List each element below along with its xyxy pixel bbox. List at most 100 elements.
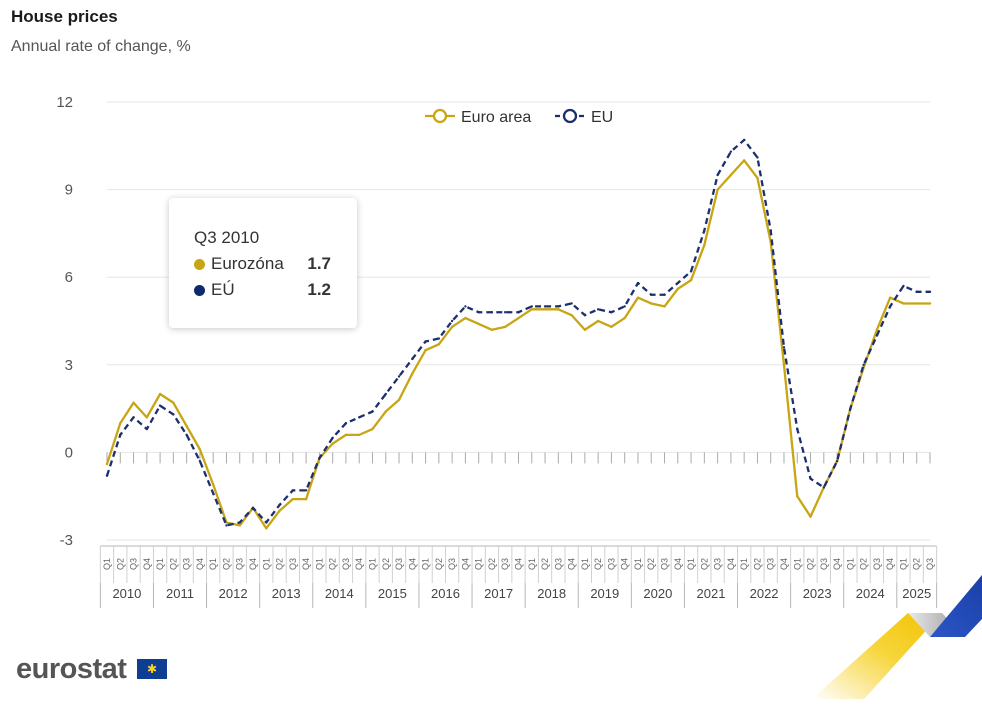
data-point — [265, 527, 268, 530]
data-point — [238, 521, 241, 524]
y-tick-label: -3 — [60, 532, 73, 549]
quarter-label: Q1 — [261, 558, 271, 570]
quarter-label: Q4 — [885, 558, 895, 570]
quarter-label: Q2 — [168, 558, 178, 570]
quarter-label: Q2 — [221, 558, 231, 570]
year-label: 2022 — [750, 586, 779, 601]
quarter-label: Q1 — [102, 558, 112, 570]
data-point — [371, 427, 374, 431]
data-point — [610, 311, 613, 314]
quarter-label: Q2 — [115, 558, 125, 570]
data-point — [504, 325, 507, 329]
data-point — [742, 138, 746, 142]
data-point — [689, 270, 693, 273]
data-point — [504, 311, 507, 314]
data-point — [145, 427, 149, 431]
data-point — [304, 489, 308, 492]
quarter-label: Q1 — [208, 558, 218, 570]
year-label: 2021 — [697, 586, 726, 601]
data-point — [424, 349, 427, 352]
quarter-label: Q1 — [367, 558, 377, 570]
y-axis: -3 0 3 6 9 12 — [56, 94, 73, 549]
data-point — [158, 392, 162, 396]
data-point — [875, 334, 879, 337]
quarter-label: Q4 — [726, 558, 736, 570]
data-point — [105, 474, 109, 477]
data-point — [689, 278, 693, 282]
data-point — [450, 319, 454, 323]
legend-label[interactable]: EU — [591, 109, 613, 126]
data-point — [119, 422, 122, 425]
quarter-label: Q1 — [633, 558, 643, 570]
data-point — [211, 483, 215, 486]
data-point — [105, 462, 109, 466]
data-point — [809, 515, 812, 518]
quarter-label: Q1 — [421, 558, 431, 570]
data-point — [756, 156, 759, 159]
data-point — [570, 302, 573, 305]
x-axis: Q1 Q2 Q3 Q4 Q1 Q2 Q3 Q4 Q1 Q2 Q3 Q4 Q1 Q2 Q3 Q4 Q1 Q2 Q3 Q4… — [99, 452, 938, 608]
year-label: 2013 — [272, 586, 301, 601]
quarter-label: Q1 — [314, 558, 324, 570]
data-point — [172, 401, 175, 404]
chart-subtitle: Annual rate of change, % — [11, 38, 191, 55]
data-point — [424, 340, 427, 343]
data-point — [822, 486, 826, 489]
quarter-label: Q3 — [447, 558, 457, 570]
legend-label[interactable]: Euro area — [461, 109, 531, 126]
data-point — [344, 422, 348, 425]
quarter-label: Q1 — [898, 558, 908, 570]
quarter-label: Q4 — [301, 558, 311, 570]
data-point — [583, 313, 587, 317]
quarter-label: Q1 — [580, 558, 590, 570]
quarter-label: Q3 — [500, 558, 510, 570]
data-point — [172, 413, 175, 416]
data-point — [411, 357, 414, 361]
data-point — [397, 375, 401, 378]
quarter-label: Q2 — [381, 558, 391, 570]
data-point — [477, 322, 480, 326]
y-tick-label: 6 — [65, 269, 73, 286]
year-label: 2012 — [219, 586, 248, 601]
data-point — [557, 305, 560, 308]
data-point — [450, 325, 454, 329]
quarter-label: Q3 — [182, 558, 192, 570]
data-point — [650, 293, 653, 296]
year-label: 2011 — [166, 586, 194, 601]
data-point — [530, 305, 533, 308]
data-point — [663, 293, 666, 296]
data-point — [384, 410, 387, 413]
tooltip-period: Q3 2010 — [194, 228, 260, 247]
data-point — [132, 416, 135, 419]
quarter-label: Q3 — [288, 558, 298, 570]
quarter-label: Q2 — [540, 558, 550, 570]
y-tick-label: 3 — [65, 357, 73, 374]
quarter-label: Q3 — [819, 558, 829, 570]
chart-title: House prices — [11, 7, 118, 26]
data-point — [278, 509, 281, 512]
data-point — [636, 296, 640, 299]
eu-dot-icon — [194, 285, 205, 296]
data-point — [782, 346, 786, 349]
quarter-label: Q3 — [660, 558, 670, 570]
data-point — [185, 433, 188, 437]
quarter-label: Q2 — [752, 558, 762, 570]
data-point — [437, 337, 441, 340]
data-point — [331, 442, 334, 445]
data-point — [796, 495, 799, 498]
legend[interactable]: Euro area EU — [425, 108, 613, 126]
decorative-ribbon — [812, 575, 982, 699]
data-point — [742, 159, 746, 162]
quarter-label: Q1 — [792, 558, 802, 570]
quarter-label: Q3 — [766, 558, 776, 570]
data-point — [185, 424, 188, 428]
data-point — [331, 436, 334, 439]
quarter-label: Q2 — [912, 558, 922, 570]
data-point — [888, 296, 892, 299]
quarter-label: Q3 — [341, 558, 351, 570]
data-point — [596, 308, 600, 311]
data-point — [490, 328, 494, 331]
quarter-label: Q2 — [593, 558, 603, 570]
year-label: 2015 — [378, 586, 407, 601]
data-point — [358, 416, 361, 419]
